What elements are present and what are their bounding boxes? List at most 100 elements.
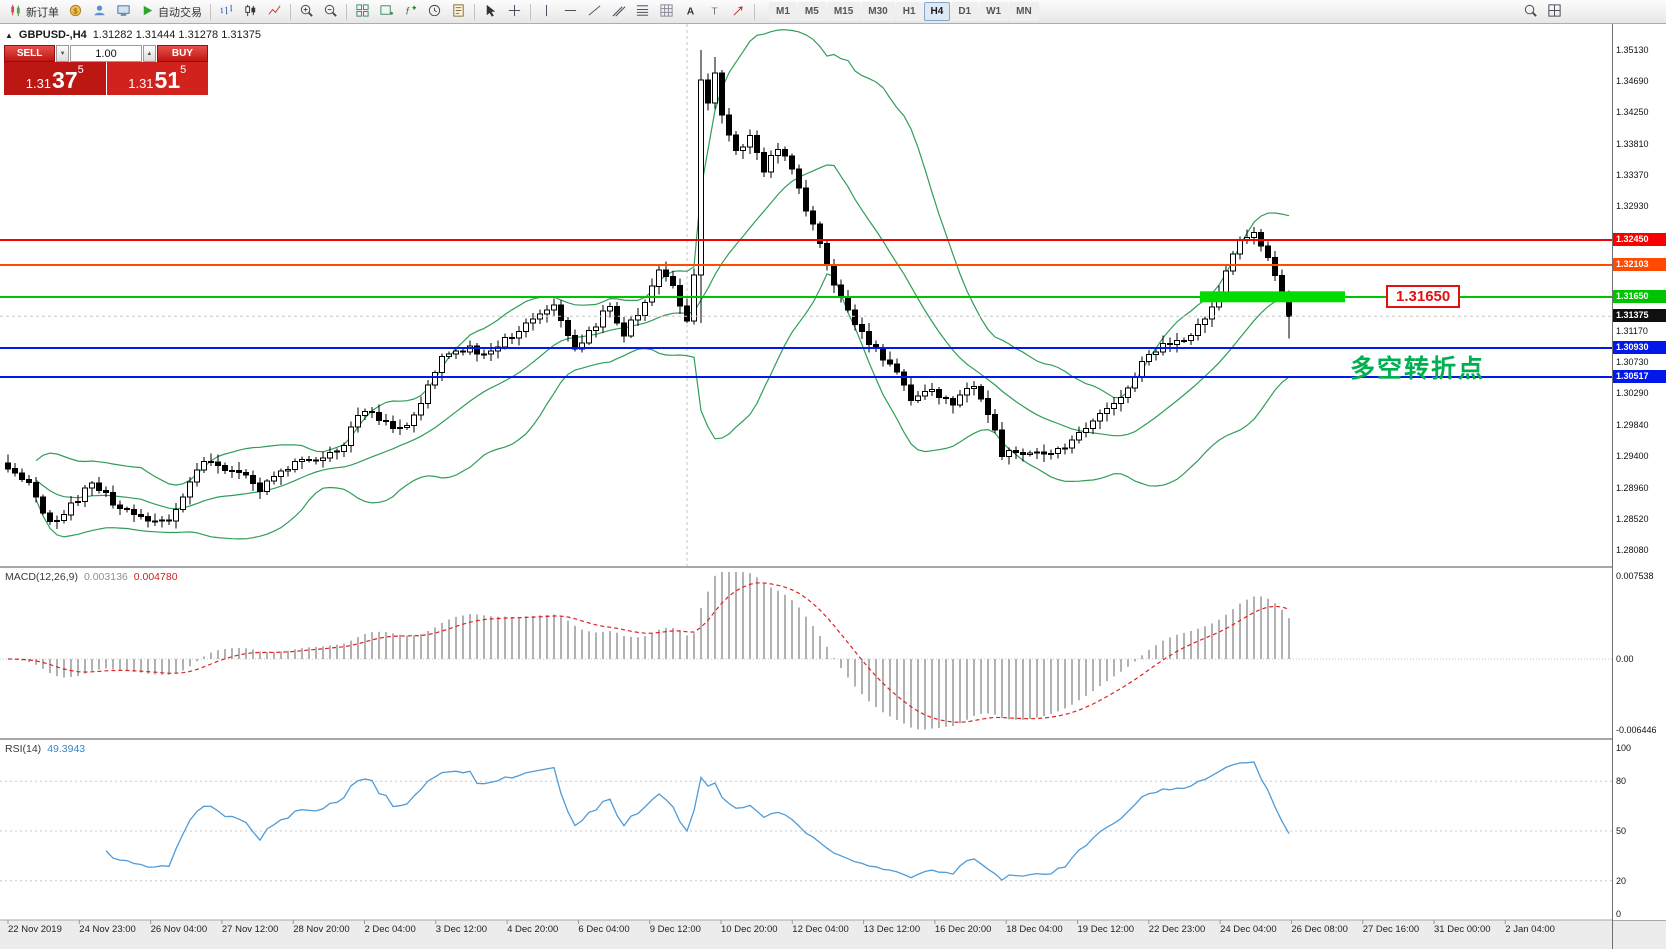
layouts-icon: [1547, 3, 1562, 21]
chart-canvas[interactable]: 22 Nov 2019 24 Nov 23:00 26 Nov 04:00 27 No…: [0, 24, 1612, 949]
zoom-out-icon: [323, 3, 338, 21]
symbols-button[interactable]: $: [64, 2, 87, 22]
macd-signal-value: 0.004780: [133, 571, 178, 583]
zoom-in-icon: [299, 3, 314, 21]
timeframe-M1[interactable]: M1: [769, 2, 797, 21]
svg-text:10 Dec 20:00: 10 Dec 20:00: [721, 924, 778, 935]
buy-price-button[interactable]: 1.31 51 5: [106, 62, 208, 95]
vertical-line-icon: [539, 3, 554, 21]
bars-chart-button[interactable]: [215, 2, 238, 22]
zoom-in-button[interactable]: [295, 2, 318, 22]
price-line-tag: 1.32450: [1613, 233, 1666, 247]
svg-text:T: T: [711, 6, 718, 17]
fibonacci-button[interactable]: [631, 2, 654, 22]
sell-price-base: 1.31: [25, 76, 52, 91]
svg-text:13 Dec 12:00: 13 Dec 12:00: [864, 924, 921, 935]
timeframe-W1[interactable]: W1: [979, 2, 1009, 21]
shapes-button[interactable]: [727, 2, 750, 22]
grid-button[interactable]: [655, 2, 678, 22]
sell-price-pips: 37: [52, 67, 78, 93]
rsi-value: 49.3943: [47, 743, 86, 755]
new-order-button[interactable]: 新订单: [4, 2, 63, 22]
price-axis[interactable]: 1.35130 1.34690 1.34250 1.33810 1.33370 1.329…: [1612, 24, 1666, 949]
periods-icon: [427, 3, 442, 21]
timeframe-M30[interactable]: M30: [861, 2, 895, 21]
ohlc-values: 1.31282 1.31444 1.31278 1.31375: [92, 29, 261, 41]
oneclick-collapse-arrow[interactable]: [5, 29, 13, 41]
rsi-scale-tick: 100: [1616, 743, 1632, 753]
new-order-label: 新订单: [26, 6, 59, 19]
price-line-tag: 1.31650: [1613, 289, 1666, 303]
trendline-icon: [587, 3, 602, 21]
price-tick: 1.28520: [1616, 513, 1649, 524]
volume-up-button[interactable]: [143, 45, 156, 62]
vertical-line-button[interactable]: [535, 2, 558, 22]
rsi-scale-tick: 50: [1616, 826, 1627, 836]
layouts-button[interactable]: [1543, 2, 1566, 22]
autotrading-button[interactable]: 自动交易: [136, 2, 206, 22]
channel-button[interactable]: [607, 2, 630, 22]
time-axis: 22 Nov 2019 24 Nov 23:00 26 Nov 04:00 27 No…: [7, 920, 1555, 935]
search-button[interactable]: [1519, 2, 1542, 22]
indicators-icon: f: [403, 3, 418, 21]
horizontal-line-icon: [563, 3, 578, 21]
crosshair-button[interactable]: [503, 2, 526, 22]
rsi-panel: [0, 761, 1612, 882]
svg-text:28 Nov 20:00: 28 Nov 20:00: [293, 924, 350, 935]
sell-price-button[interactable]: 1.31 37 5: [4, 62, 106, 95]
tile-windows-button[interactable]: [351, 2, 374, 22]
price-tick: 1.32930: [1616, 201, 1649, 212]
timeframe-H1[interactable]: H1: [895, 2, 923, 21]
autotrade-play-icon: [140, 3, 155, 21]
horizontal-line-button[interactable]: [559, 2, 582, 22]
timeframe-MN[interactable]: MN: [1009, 2, 1039, 21]
templates-button[interactable]: [447, 2, 470, 22]
buy-price-point: 5: [180, 64, 187, 76]
price-tick: 1.30290: [1616, 388, 1649, 399]
rsi-scale-tick: 80: [1616, 776, 1627, 787]
candles-chart-button[interactable]: [239, 2, 262, 22]
line-chart-button[interactable]: [263, 2, 286, 22]
new-chart-button[interactable]: [375, 2, 398, 22]
buy-button[interactable]: BUY: [156, 45, 208, 62]
bid-price-tag: 1.31375: [1613, 309, 1666, 323]
terminal-button[interactable]: [112, 2, 135, 22]
text-label-button[interactable]: T: [703, 2, 726, 22]
volume-down-button[interactable]: [56, 45, 69, 62]
svg-text:31 Dec 00:00: 31 Dec 00:00: [1434, 924, 1491, 935]
buy-price-pips: 51: [154, 67, 181, 93]
macd-scale-tick: 0.00: [1616, 654, 1634, 664]
text-button[interactable]: A: [679, 2, 702, 22]
trendline-button[interactable]: [583, 2, 606, 22]
price-tick: 1.33810: [1616, 138, 1649, 149]
svg-text:2 Jan 04:00: 2 Jan 04:00: [1505, 924, 1555, 935]
terminal-icon: [116, 3, 131, 21]
macd-scale-tick: 0.007538: [1616, 571, 1654, 581]
indicators-button[interactable]: f: [399, 2, 422, 22]
toolbar-separator: [530, 3, 531, 20]
periods-button[interactable]: [423, 2, 446, 22]
timeframe-H4[interactable]: H4: [923, 2, 951, 21]
sell-button[interactable]: SELL: [4, 45, 56, 62]
toolbar-separator: [754, 3, 755, 20]
timeframe-M15[interactable]: M15: [826, 2, 861, 21]
macd-indicator-label: MACD(12,26,9) 0.003136 0.004780: [5, 571, 178, 583]
timeframe-button-group: M1 M5 M15 M30 H1 H4 D1 W1 MN: [769, 2, 1039, 21]
price-callout-label[interactable]: 1.31650: [1386, 284, 1461, 308]
volume-input[interactable]: [70, 45, 142, 62]
grid-icon: [659, 3, 674, 21]
experts-button[interactable]: [88, 2, 111, 22]
svg-text:9 Dec 12:00: 9 Dec 12:00: [650, 924, 701, 935]
shapes-icon: [731, 3, 746, 21]
turning-point-annotation[interactable]: 多空转折点: [1350, 354, 1486, 383]
svg-text:19 Dec 12:00: 19 Dec 12:00: [1078, 924, 1135, 935]
macd-main-value: 0.003136: [83, 571, 128, 583]
zoom-out-button[interactable]: [319, 2, 342, 22]
rsi-scale-tick: 0: [1616, 909, 1622, 919]
svg-text:26 Dec 08:00: 26 Dec 08:00: [1291, 924, 1348, 935]
timeframe-D1[interactable]: D1: [951, 2, 979, 21]
cursor-button[interactable]: [479, 2, 502, 22]
crosshair-icon: [507, 3, 522, 21]
svg-text:26 Nov 04:00: 26 Nov 04:00: [151, 924, 208, 935]
timeframe-M5[interactable]: M5: [797, 2, 826, 21]
